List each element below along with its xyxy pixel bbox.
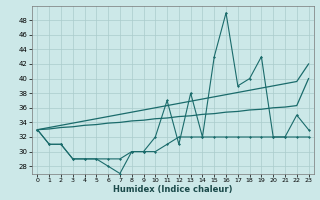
X-axis label: Humidex (Indice chaleur): Humidex (Indice chaleur) [113, 185, 233, 194]
